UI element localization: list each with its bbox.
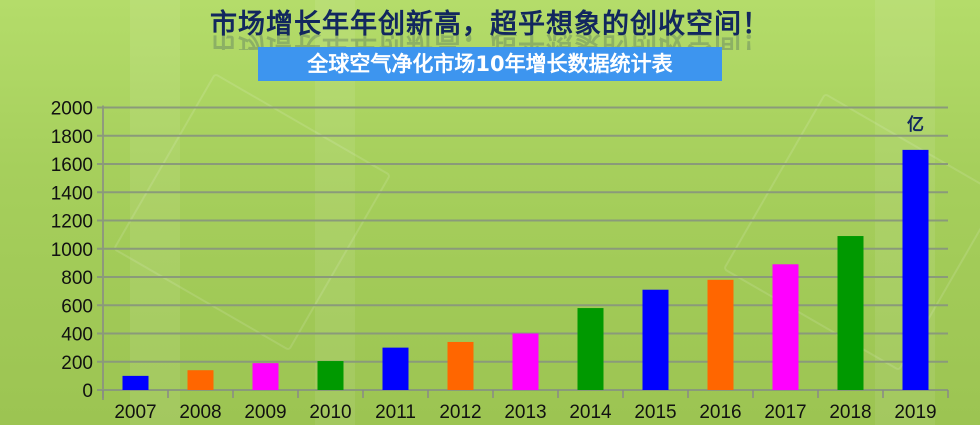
bar-2013 (512, 333, 539, 390)
x-tick-label: 2010 (309, 402, 351, 423)
x-tick-label: 2016 (699, 402, 741, 423)
x-tick-label: 2007 (114, 402, 156, 423)
y-tick-label: 2000 (51, 99, 93, 120)
background-band (130, 0, 180, 425)
headline: 市场增长年年创新高，超乎想象的创收空间！ (210, 9, 770, 40)
bar-2019 (902, 149, 929, 390)
bar-2008 (187, 370, 214, 390)
chart-title: 全球空气净化市场10年增长数据统计表 (258, 47, 722, 81)
bar-2017 (772, 264, 799, 390)
x-tick-label: 2017 (764, 402, 806, 423)
x-tick-label: 2019 (894, 402, 936, 423)
x-tick-label: 2014 (569, 402, 612, 423)
y-tick-label: 0 (82, 381, 93, 402)
y-tick-label: 800 (61, 268, 93, 289)
bar-2009 (252, 363, 279, 390)
bar-2015 (642, 289, 669, 390)
y-tick-label: 600 (61, 296, 93, 317)
bar-2014 (577, 308, 604, 390)
unit-label: 亿 (907, 114, 924, 135)
y-tick-label: 1200 (51, 212, 93, 233)
x-tick-label: 2011 (375, 402, 416, 423)
x-tick-label: 2012 (439, 402, 481, 423)
bar-2011 (382, 347, 409, 390)
x-tick-label: 2015 (634, 402, 676, 423)
y-tick-label: 1600 (51, 155, 93, 176)
bar-2016 (707, 279, 734, 390)
x-tick-label: 2018 (829, 402, 871, 423)
y-tick-label: 1000 (51, 240, 93, 261)
bar-2018 (837, 236, 864, 390)
y-tick-label: 200 (61, 353, 93, 374)
bar-2012 (447, 341, 474, 390)
y-tick-label: 400 (61, 325, 93, 346)
x-tick-label: 2013 (504, 402, 546, 423)
x-tick-label: 2008 (179, 402, 221, 423)
x-tick-label: 2009 (244, 402, 286, 423)
bar-2010 (317, 361, 344, 390)
y-tick-label: 1400 (51, 183, 93, 204)
bar-2007 (122, 375, 149, 390)
y-tick-label: 1800 (51, 127, 93, 148)
